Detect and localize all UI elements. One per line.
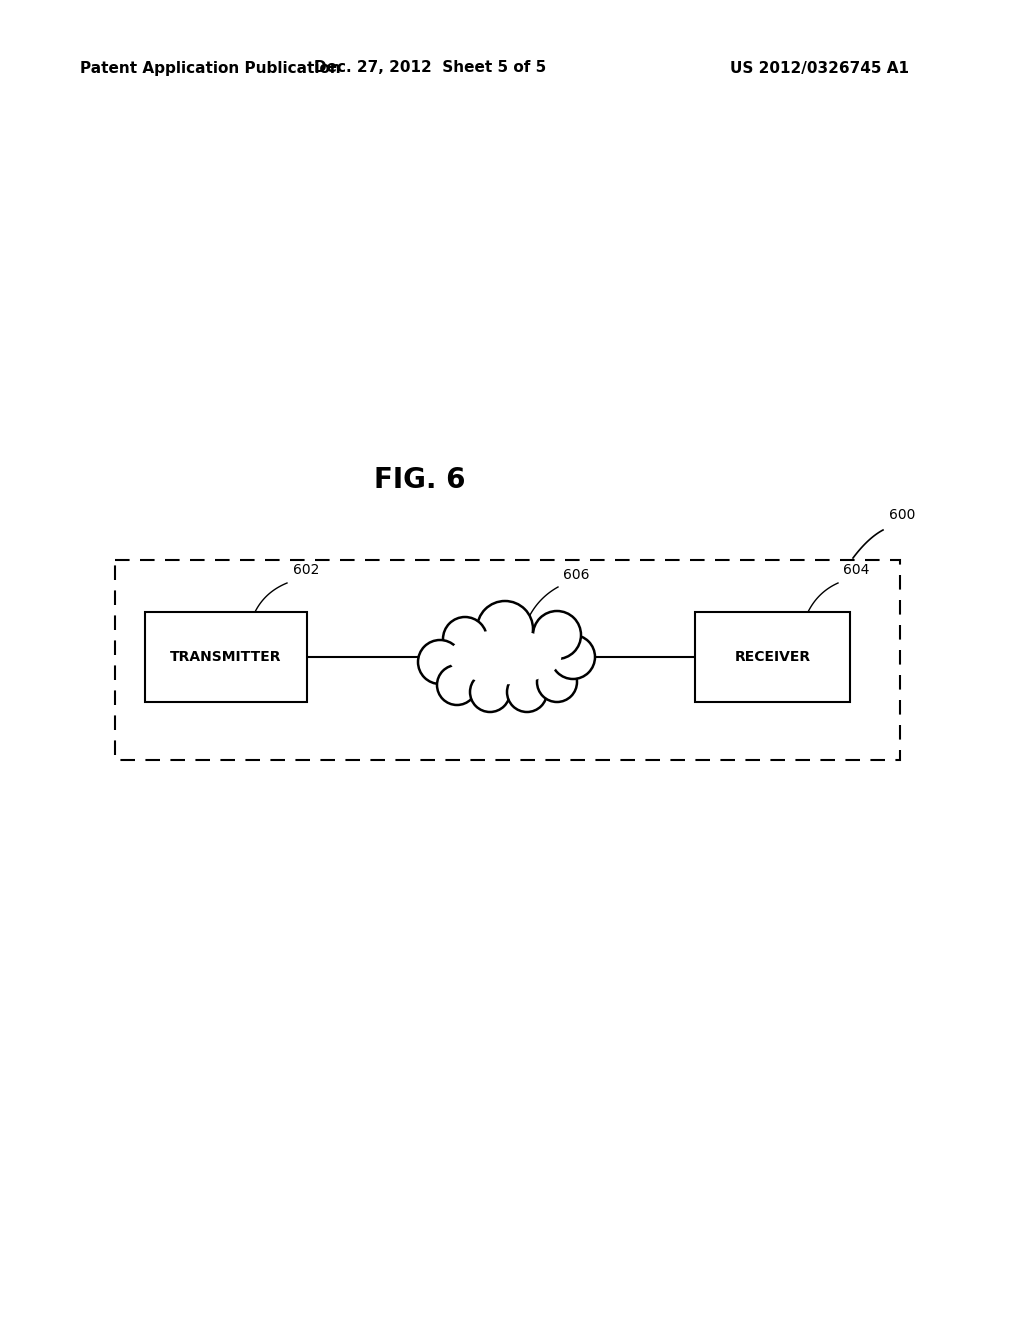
Text: 602: 602: [293, 564, 319, 577]
Bar: [115, 560, 900, 760]
Text: US 2012/0326745 A1: US 2012/0326745 A1: [730, 61, 909, 75]
Text: 606: 606: [563, 568, 590, 582]
Circle shape: [437, 665, 477, 705]
Text: 600: 600: [889, 508, 915, 521]
Circle shape: [551, 635, 595, 678]
Circle shape: [534, 611, 581, 659]
Circle shape: [443, 616, 487, 661]
Bar: [145, 612, 307, 702]
Circle shape: [507, 672, 547, 711]
Ellipse shape: [449, 630, 561, 684]
Circle shape: [418, 640, 462, 684]
Circle shape: [477, 601, 534, 657]
Ellipse shape: [441, 622, 568, 693]
Text: 604: 604: [843, 564, 869, 577]
Text: FIG. 6: FIG. 6: [374, 466, 466, 494]
Circle shape: [537, 663, 577, 702]
Text: Patent Application Publication: Patent Application Publication: [80, 61, 341, 75]
Text: RECEIVER: RECEIVER: [734, 649, 811, 664]
Text: TRANSMITTER: TRANSMITTER: [170, 649, 282, 664]
Text: Dec. 27, 2012  Sheet 5 of 5: Dec. 27, 2012 Sheet 5 of 5: [314, 61, 546, 75]
Circle shape: [470, 672, 510, 711]
Bar: [695, 612, 850, 702]
